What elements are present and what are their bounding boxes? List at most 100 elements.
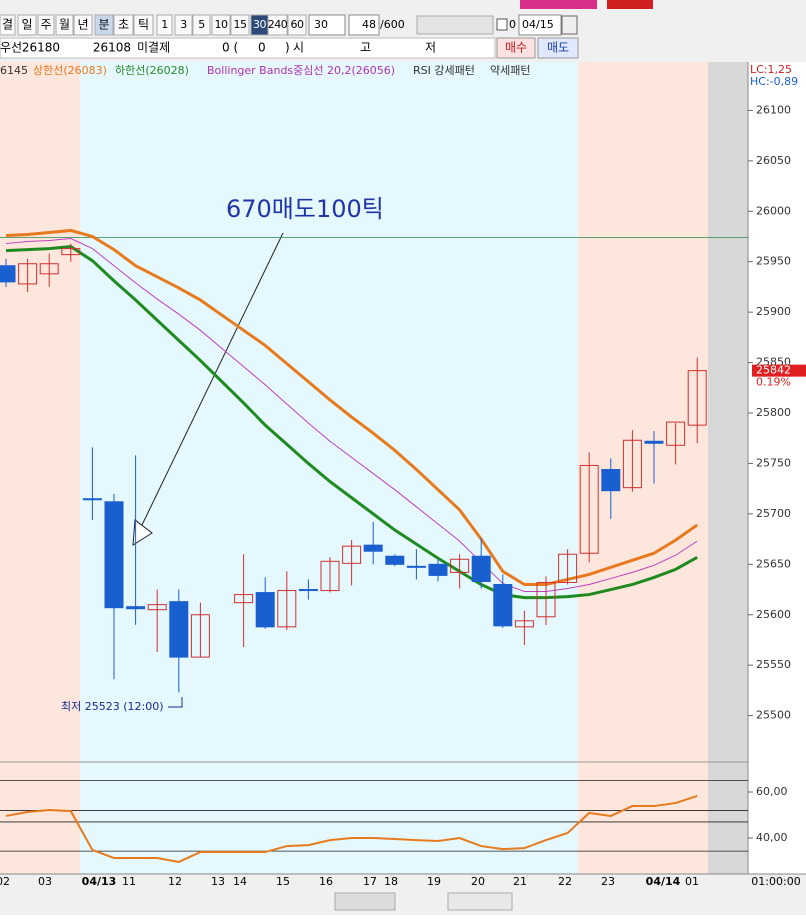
tool-icons[interactable] [416,15,494,35]
buy-button[interactable] [496,37,536,59]
legend-entry: 약세패턴 [490,63,530,77]
checkbox-label: 0 [509,18,516,31]
candle-body [558,553,578,583]
interval-label: 1 [161,18,168,31]
x-tick-label: 14 [233,875,247,888]
interval-select[interactable] [308,14,346,36]
low-note: 최저 25523 (12:00) [61,700,164,713]
period-button[interactable] [113,14,134,36]
x-tick-label: 23 [601,875,615,888]
x-tick-label: 04/14 [646,875,681,888]
interval-button[interactable] [230,14,250,36]
scrollbar-thumb[interactable] [334,892,396,911]
sell-label: 매도 [547,41,569,55]
buy-label: 매수 [505,41,527,55]
info-cell: 고 [360,41,371,55]
period-button[interactable] [37,14,55,36]
rsi-line [5,794,698,863]
candle-body [342,545,362,564]
candle-body [601,469,621,492]
interval-label: 5 [198,18,205,31]
period-label: 년 [77,18,88,32]
last-price-bg [752,364,806,377]
candle-body [406,565,426,568]
candle-body [644,440,664,444]
period-button[interactable] [55,14,74,36]
live-button[interactable] [607,0,653,9]
candle-body [18,263,38,285]
interval-button[interactable] [267,14,288,36]
candle-body [687,370,707,426]
annotation: 670매도100틱 [226,195,384,223]
rsi-tick-label: 40,00 [756,831,788,844]
candle-body [385,555,405,565]
candle-body [169,601,189,658]
y-tick-label: 26100 [756,103,791,116]
x-tick-label: 03 [38,875,52,888]
interval-button[interactable] [211,14,231,36]
period-button[interactable] [73,14,93,36]
period-button[interactable] [17,14,37,36]
interval-button[interactable] [156,14,173,36]
x-tick-label: 19 [427,875,441,888]
candle-body [450,558,470,573]
sell-button[interactable] [537,37,579,59]
candle-body [0,265,16,283]
scroll-controls[interactable] [447,892,513,911]
info-cell: 우선 [0,41,22,55]
interval-button[interactable] [287,14,307,36]
info-cell: ) [285,41,290,55]
date-input[interactable] [518,14,562,36]
candle-body [363,544,383,552]
candle-body [39,263,59,275]
annotation-arrow [141,232,284,526]
session-bg [80,62,578,874]
band-line [5,228,699,586]
y-tick-label: 26050 [756,154,791,167]
legend-entry: 하한선(26028) [115,63,189,77]
info-cell: 26108 [93,41,131,55]
legend-entry: 6145 [0,64,28,77]
interval-label: 3 [180,18,187,31]
candle-body [320,560,340,592]
y-tick-label: 25600 [756,608,791,621]
x-tick-label: 01 [685,875,699,888]
x-tick-label: 22 [558,875,572,888]
count-input[interactable] [348,14,380,36]
candle-body [666,421,686,446]
candle-body [428,563,448,576]
arrow-head [132,519,153,546]
x-tick-label: 15 [276,875,290,888]
top-button[interactable] [520,0,597,9]
period-button[interactable] [133,14,154,36]
checkbox[interactable] [496,18,508,31]
x-tick-label: 17 [363,875,377,888]
info-cell: 시 [293,41,304,55]
period-button[interactable] [0,14,16,36]
y-tick-label: 25650 [756,557,791,570]
info-cell: 0 ( [222,41,238,55]
x-tick-label: 16 [319,875,333,888]
candle-body [61,248,81,256]
interval-label: 240 [268,18,288,31]
candle-body [298,589,318,592]
period-button[interactable] [94,14,114,36]
interval-label: 30 [253,18,266,31]
period-label: 결 [2,18,13,32]
candle-body [471,555,491,582]
info-bar [0,37,496,59]
interval-button[interactable] [174,14,193,36]
candle-body [579,464,599,554]
info-cell: 0 [258,41,266,55]
candle-body [82,498,102,501]
candle-body [255,592,275,628]
interval-button[interactable] [192,14,211,36]
info-cell: 저 [425,41,436,55]
calendar-button[interactable] [561,15,578,35]
date-value: 04/15 [522,18,554,31]
period-label: 분 [98,18,109,32]
info-cell: 미결제 [137,41,170,55]
rsi-tick-label: 60,00 [756,785,788,798]
last-change: 0.19% [756,376,791,389]
y-tick-label: 25750 [756,456,791,469]
